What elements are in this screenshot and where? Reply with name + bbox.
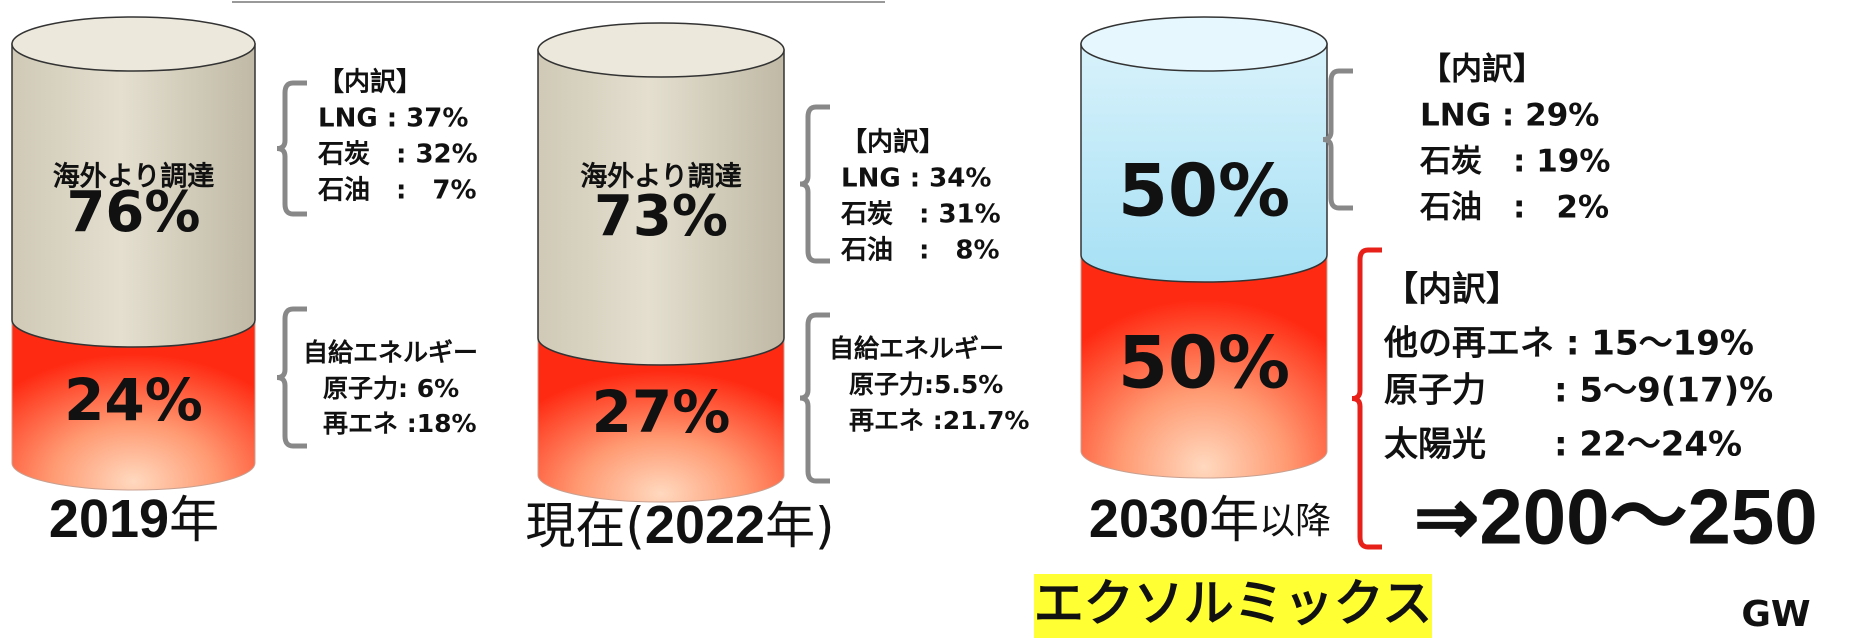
overseas-label: 海外より調達 — [53, 161, 214, 193]
domestic-segment — [11, 319, 256, 491]
overseas-segment — [537, 49, 785, 366]
cylinder-top — [11, 16, 256, 72]
brand: エクソルミックス — [1034, 575, 1433, 633]
brand-highlight — [1034, 574, 1432, 638]
brace — [799, 312, 830, 484]
overseas-breakdown: 石炭 : 19% — [1419, 144, 1610, 180]
overseas-breakdown: 【内訳】 — [1420, 52, 1544, 88]
overseas-breakdown: LNG : 34% — [841, 164, 991, 194]
brace — [799, 104, 830, 264]
year-label: 2030年以降 — [1089, 489, 1331, 549]
domestic-segment — [537, 337, 785, 503]
brace — [1351, 247, 1382, 550]
year-part: 2030 — [1089, 489, 1209, 549]
domestic-share: 24% — [64, 366, 203, 434]
domestic-breakdown: 原子力:5.5% — [849, 370, 1003, 399]
domestic-share: 50% — [1118, 321, 1290, 405]
overseas-label: 海外より調達 — [580, 161, 741, 193]
domestic-share: 27% — [592, 378, 731, 446]
cylinder-top — [537, 22, 785, 78]
brace — [1322, 68, 1353, 211]
overseas-share: 50% — [1118, 149, 1290, 233]
overseas-breakdown: 石油 : 2% — [1419, 190, 1609, 226]
overseas-segment — [11, 43, 256, 348]
overseas-breakdown: LNG : 29% — [1420, 98, 1599, 134]
domestic-breakdown: 再エネ :21.7% — [849, 406, 1029, 435]
domestic-segment — [1080, 254, 1328, 479]
year-part: 現在( — [525, 497, 645, 555]
target: ⇒200～250 — [1414, 473, 1818, 561]
cylinder-top — [1080, 16, 1328, 72]
year-part: 2022 — [645, 495, 765, 555]
overseas-breakdown: 石油 : 8% — [840, 236, 1000, 266]
year-part: 年 — [1209, 491, 1259, 549]
year-part: 2019 — [49, 489, 169, 549]
overseas-breakdown: 石炭 : 32% — [317, 140, 478, 170]
overseas-segment — [1080, 43, 1328, 283]
overseas-breakdown: LNG : 37% — [318, 104, 468, 134]
overseas-breakdown: 【内訳】 — [318, 67, 422, 98]
domestic-breakdown: 【内訳】 — [1384, 270, 1520, 310]
overseas-share: 76% — [66, 180, 200, 245]
domestic-breakdown: 原子力: 6% — [323, 374, 459, 403]
target-unit: GW — [1741, 594, 1810, 635]
year-part: 年) — [765, 497, 835, 555]
domestic-breakdown: 原子力 : 5～9(17)% — [1384, 371, 1773, 411]
domestic-breakdown: 他の再エネ : 15～19% — [1383, 324, 1754, 364]
overseas-breakdown: 石油 : 7% — [317, 176, 477, 206]
year-label: 現在(2022年) — [525, 495, 834, 555]
overseas-share: 73% — [594, 184, 728, 249]
domestic-breakdown: 自給エネルギー — [829, 334, 1004, 363]
year-label: 2019年 — [49, 489, 219, 549]
overseas-breakdown: 【内訳】 — [841, 127, 945, 158]
brace — [276, 80, 307, 217]
domestic-breakdown: 太陽光 : 22～24% — [1384, 425, 1742, 465]
year-part: 以降 — [1259, 501, 1331, 542]
year-part: 年 — [169, 491, 219, 549]
overseas-breakdown: 石炭 : 31% — [840, 200, 1001, 230]
domestic-breakdown: 自給エネルギー — [303, 338, 478, 367]
domestic-breakdown: 再エネ :18% — [323, 409, 477, 438]
brace — [276, 306, 307, 449]
